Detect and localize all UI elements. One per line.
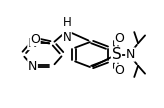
Text: S: S: [112, 47, 121, 62]
Text: O: O: [115, 32, 125, 45]
Text: N: N: [28, 60, 37, 73]
Text: N: N: [28, 37, 37, 49]
Text: O: O: [115, 64, 125, 77]
Text: H
N: H N: [62, 16, 71, 44]
Text: O: O: [30, 33, 40, 46]
Text: N: N: [126, 48, 135, 61]
